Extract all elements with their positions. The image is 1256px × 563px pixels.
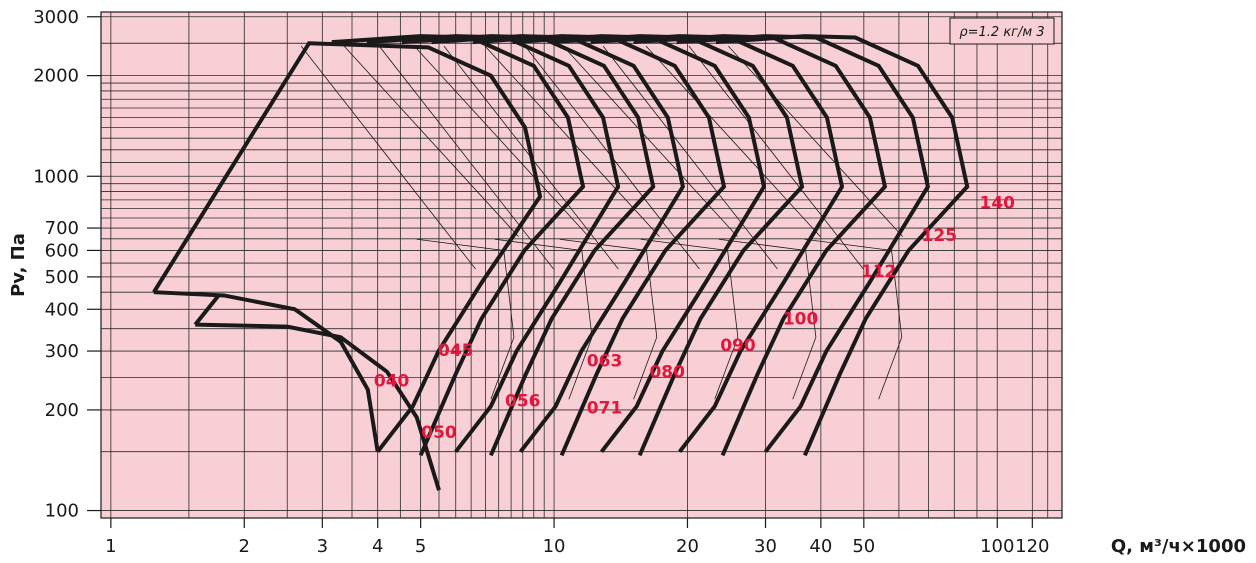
system-curve bbox=[718, 238, 817, 400]
efficiency-line bbox=[443, 45, 619, 270]
y-axis-title: Pv, Па bbox=[8, 233, 29, 297]
x-tick-label: 5 bbox=[415, 536, 426, 557]
efficiency-line bbox=[524, 45, 700, 270]
y-tick-label: 2000 bbox=[33, 66, 79, 87]
efficiency-line bbox=[378, 45, 554, 270]
fan-curve bbox=[152, 41, 543, 453]
efficiency-line bbox=[414, 45, 589, 237]
x-axis-title: Q, м³/ч×1000 bbox=[1111, 536, 1246, 557]
efficiency-line bbox=[728, 45, 903, 237]
y-tick-label: 200 bbox=[45, 400, 79, 421]
y-tick-label: 700 bbox=[45, 218, 79, 239]
efficiency-line bbox=[343, 45, 519, 237]
size-label-063: 063 bbox=[587, 351, 623, 371]
size-label-100: 100 bbox=[783, 310, 819, 330]
size-label-090: 090 bbox=[720, 336, 756, 356]
x-tick-label: 30 bbox=[754, 536, 777, 557]
size-labels: 040 045 050 056 063 071 080 090 100 112 125 140 bbox=[374, 194, 1015, 443]
x-tick-label: 2 bbox=[239, 536, 250, 557]
y-tick-label: 600 bbox=[45, 240, 79, 261]
fan-curve bbox=[153, 290, 380, 453]
density-annotation: ρ=1.2 кг/м 3 bbox=[959, 25, 1044, 40]
y-tick-label: 3000 bbox=[33, 7, 79, 28]
efficiency-line bbox=[300, 45, 476, 270]
size-label-080: 080 bbox=[649, 363, 685, 383]
size-label-125: 125 bbox=[922, 226, 958, 246]
x-tick-label: 120 bbox=[1015, 536, 1049, 557]
size-label-071: 071 bbox=[587, 399, 623, 419]
fan-curve bbox=[193, 294, 221, 326]
system-curve bbox=[640, 238, 739, 400]
system-curve bbox=[416, 238, 515, 400]
fan-curve bbox=[195, 322, 441, 491]
x-tick-label: 3 bbox=[317, 536, 328, 557]
x-tick-label: 100 bbox=[980, 536, 1014, 557]
size-label-040: 040 bbox=[374, 372, 410, 392]
x-tick-label: 1 bbox=[105, 536, 116, 557]
x-tick-label: 20 bbox=[676, 536, 699, 557]
size-label-112: 112 bbox=[861, 262, 897, 282]
efficiency-line bbox=[645, 45, 821, 237]
x-tick-label: 10 bbox=[543, 536, 566, 557]
size-label-056: 056 bbox=[505, 391, 541, 411]
y-tick-label: 100 bbox=[45, 501, 79, 522]
fan-curve bbox=[715, 34, 970, 457]
efficiency-line bbox=[562, 45, 738, 237]
efficiency-line bbox=[602, 45, 778, 270]
density-box: ρ=1.2 кг/м 3 bbox=[949, 17, 1055, 45]
efficiency-line bbox=[484, 45, 660, 237]
y-tick-label: 400 bbox=[45, 299, 79, 320]
y-tick-label: 300 bbox=[45, 341, 79, 362]
y-tick-label: 1000 bbox=[33, 166, 79, 187]
system-curve bbox=[559, 238, 658, 400]
x-tick-label: 50 bbox=[852, 536, 875, 557]
size-label-045: 045 bbox=[438, 341, 474, 361]
x-tick-label: 40 bbox=[809, 536, 832, 557]
x-tick-label: 4 bbox=[372, 536, 383, 557]
density-box-frame bbox=[949, 17, 1055, 45]
fan-curves bbox=[152, 34, 970, 491]
size-label-140: 140 bbox=[979, 194, 1015, 214]
system-curve bbox=[804, 238, 903, 400]
efficiency-line bbox=[688, 45, 864, 270]
system-curve bbox=[494, 238, 593, 400]
y-tick-label: 500 bbox=[45, 267, 79, 288]
size-label-050: 050 bbox=[421, 423, 457, 443]
